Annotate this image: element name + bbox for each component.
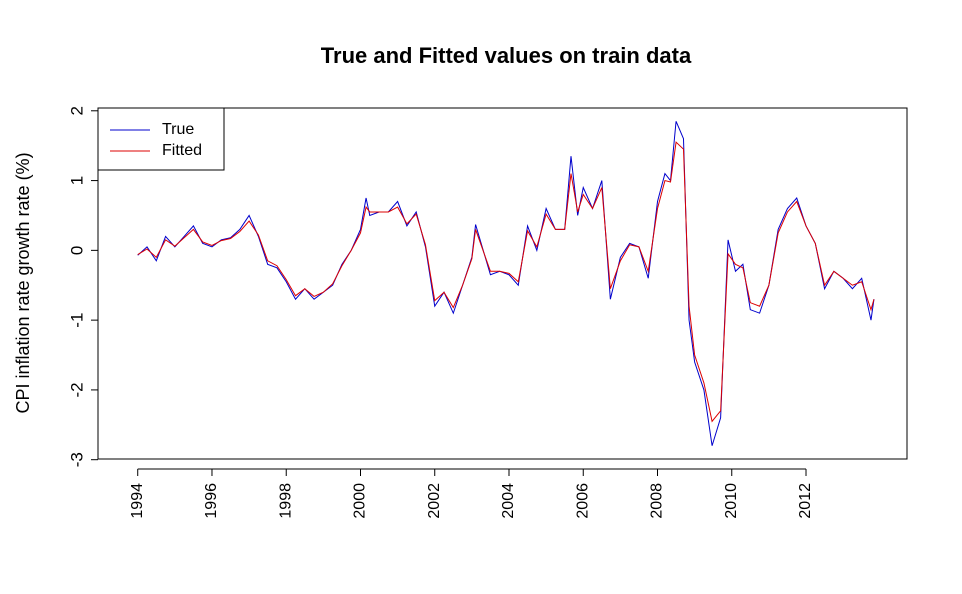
y-tick-label: 0	[67, 246, 86, 255]
x-tick-label: 2004	[500, 483, 517, 519]
y-axis-label: CPI inflation rate growth rate (%)	[13, 152, 33, 413]
series-line	[137, 121, 875, 446]
series-line	[137, 141, 875, 423]
x-tick-label: 1998	[277, 483, 294, 519]
x-tick-label: 2002	[426, 483, 443, 519]
legend-label: True	[162, 121, 194, 138]
y-tick-label: 2	[67, 106, 86, 115]
x-tick-label: 1994	[129, 483, 146, 519]
chart-title: True and Fitted values on train data	[321, 43, 692, 68]
legend-label: Fitted	[162, 142, 202, 159]
x-tick-label: 2010	[723, 483, 740, 519]
y-tick-label: -1	[67, 313, 86, 328]
y-tick-label: -2	[67, 382, 86, 397]
y-tick-label: 1	[67, 176, 86, 185]
x-tick-label: 2006	[574, 483, 591, 519]
x-tick-label: 2008	[649, 483, 666, 519]
legend-box	[97, 107, 225, 171]
x-tick-label: 1996	[203, 483, 220, 519]
plot-box	[97, 107, 908, 460]
x-tick-label: 2012	[797, 483, 814, 519]
x-tick-label: 2000	[352, 483, 369, 519]
y-tick-label: -3	[67, 452, 86, 467]
